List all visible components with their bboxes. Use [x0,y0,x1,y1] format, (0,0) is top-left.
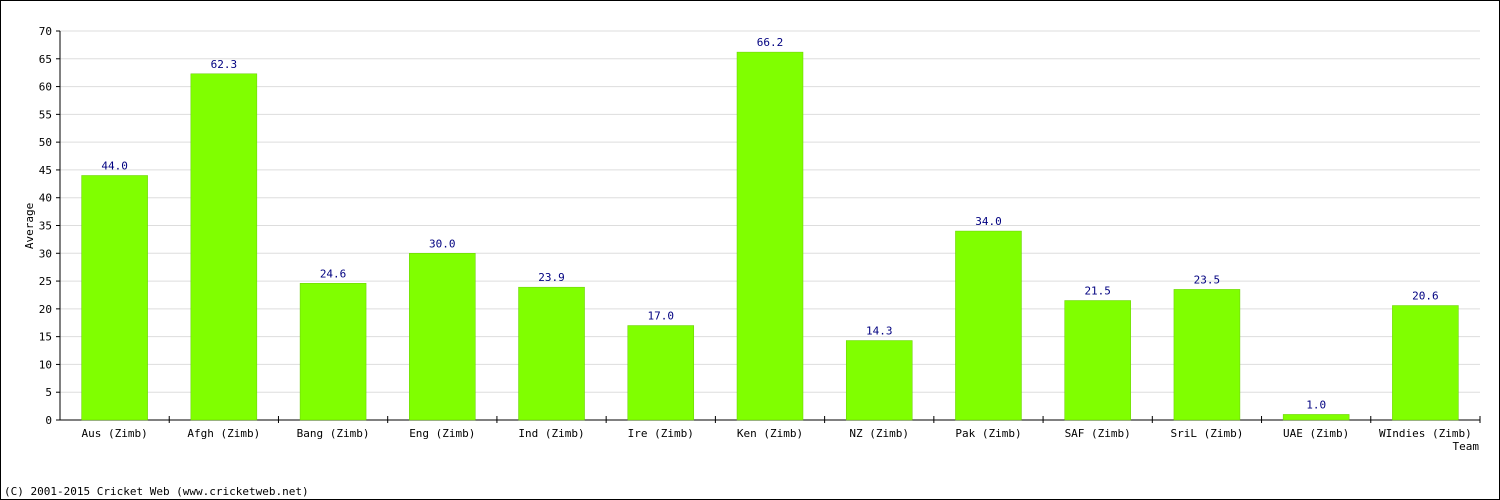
data-label: 66.2 [757,36,784,49]
y-tick-label: 15 [39,331,52,344]
x-tick-label: WIndies (Zimb) [1379,427,1472,440]
copyright-footer: (C) 2001-2015 Cricket Web (www.cricketwe… [4,485,309,498]
x-tick-label: Afgh (Zimb) [187,427,260,440]
x-tick-label: Ire (Zimb) [628,427,694,440]
data-label: 21.5 [1084,285,1111,298]
x-tick-label: Ken (Zimb) [737,427,803,440]
data-label: 20.6 [1412,290,1439,303]
bar [518,286,585,421]
y-tick-label: 10 [39,358,52,371]
y-tick-label: 65 [39,53,52,66]
data-label: 34.0 [975,215,1002,228]
y-tick-label: 60 [39,81,52,94]
data-label: 62.3 [211,58,238,71]
bar [955,230,1022,421]
x-tick-label: NZ (Zimb) [849,427,909,440]
x-tick-label: Aus (Zimb) [81,427,147,440]
x-tick-label: SAF (Zimb) [1065,427,1131,440]
bar [736,51,804,421]
y-tick-label: 55 [39,108,52,121]
y-tick-label: 50 [39,136,52,149]
x-tick-label: Ind (Zimb) [518,427,584,440]
data-label: 23.5 [1194,273,1221,286]
bar [1282,414,1350,421]
data-label: 1.0 [1306,398,1326,411]
bar [81,175,148,421]
value-labels: 44.0 62.3 24.6 30.0 23.9 17.0 66.2 14.3 34.0 21.5… [101,36,1438,411]
data-label: 17.0 [648,310,675,323]
x-axis-label: Team [1453,440,1480,453]
y-tick-label: 5 [45,386,52,399]
y-tick-label: 0 [45,414,52,427]
y-tick-label: 70 [39,25,52,38]
bar [1392,305,1459,421]
bar [627,325,695,421]
bar [299,283,367,421]
tick-labels: 0 5 10 15 20 25 30 35 40 45 50 55 60 65 70 Aus (Zimb) Af… [39,25,1472,440]
y-tick-label: 35 [39,220,52,233]
data-label: 24.6 [320,267,347,280]
bar [845,340,913,421]
y-tick-label: 40 [39,192,52,205]
x-tick-label: Eng (Zimb) [409,427,475,440]
bars [81,51,1459,421]
data-label: 30.0 [429,237,456,250]
y-tick-label: 30 [39,247,52,260]
x-tick-label: Bang (Zimb) [297,427,370,440]
x-tick-label: UAE (Zimb) [1283,427,1349,440]
data-label: 14.3 [866,325,893,338]
bar [190,73,258,421]
x-tick-label: Pak (Zimb) [955,427,1021,440]
bar [409,253,476,421]
x-tick-label: SriL (Zimb) [1170,427,1243,440]
y-axis-label: Average [23,203,36,249]
y-tick-label: 45 [39,164,52,177]
bar [1173,289,1241,421]
y-tick-label: 20 [39,303,52,316]
y-tick-label: 25 [39,275,52,288]
data-label: 44.0 [101,159,128,172]
data-label: 23.9 [538,271,565,284]
bar [1064,300,1131,421]
